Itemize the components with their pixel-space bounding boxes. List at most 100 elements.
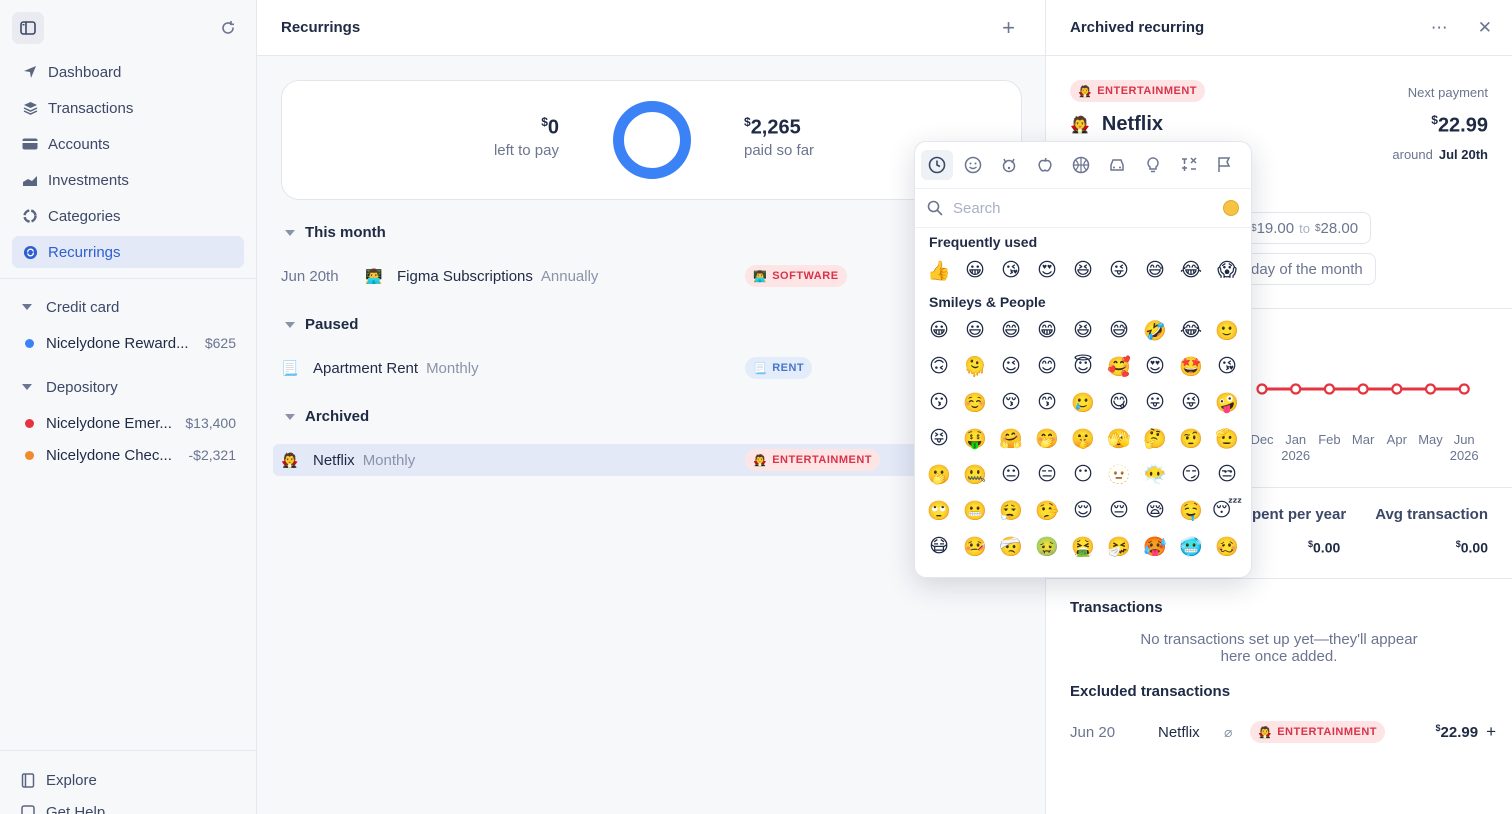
smileys-emoji[interactable]: 😑 <box>1037 463 1057 485</box>
smileys-emoji[interactable]: 😔 <box>1109 499 1129 521</box>
smileys-emoji[interactable]: 😶 <box>1073 463 1093 485</box>
smileys-emoji[interactable]: 🫡 <box>1215 427 1239 450</box>
frequently_used-emoji[interactable]: 😅 <box>1145 259 1165 281</box>
amount-range[interactable]: $19.00 to $28.00 <box>1238 212 1372 244</box>
car-icon[interactable] <box>1101 150 1133 180</box>
smileys-emoji[interactable]: 😮‍💨 <box>999 499 1023 522</box>
recurring-row-rent[interactable]: 📃 Apartment Rent Monthly <box>273 352 1022 384</box>
smileys-emoji[interactable]: 🥶 <box>1179 535 1203 558</box>
recurring-row-netflix[interactable]: 🧛 Netflix Monthly <box>273 444 1022 476</box>
smileys-emoji[interactable]: 🙂 <box>1215 319 1239 342</box>
smileys-emoji[interactable]: 🙃 <box>929 355 949 377</box>
account-item[interactable]: Nicelydone Reward... $625 <box>0 327 256 359</box>
smileys-emoji[interactable]: 🤧 <box>1107 535 1131 558</box>
smileys-emoji[interactable]: 😷 <box>929 535 949 557</box>
add-icon[interactable]: + <box>1002 14 1015 40</box>
nav-transactions[interactable]: Transactions <box>12 92 244 124</box>
smileys-emoji[interactable]: 🤢 <box>1035 535 1059 558</box>
smileys-emoji[interactable]: 😄 <box>1001 319 1021 341</box>
smileys-emoji[interactable]: 🫥 <box>1107 463 1131 486</box>
smileys-emoji[interactable]: 😐 <box>1001 463 1021 485</box>
smileys-emoji[interactable]: 🤑 <box>963 427 987 450</box>
smileys-emoji[interactable]: 😃 <box>965 319 985 341</box>
smileys-emoji[interactable]: 🥲 <box>1071 391 1095 414</box>
nav-explore[interactable]: Explore <box>20 767 236 793</box>
smileys-emoji[interactable]: 🥵 <box>1143 535 1167 558</box>
smileys-emoji[interactable]: 🤒 <box>963 535 987 558</box>
smileys-emoji[interactable]: 😒 <box>1217 463 1237 485</box>
smileys-emoji[interactable]: 🤩 <box>1179 355 1203 378</box>
sidebar-toggle-button[interactable] <box>12 12 44 44</box>
flag-icon[interactable] <box>1209 150 1241 180</box>
smileys-emoji[interactable]: 🤮 <box>1071 535 1095 558</box>
smileys-emoji[interactable]: 😪 <box>1145 499 1165 521</box>
smileys-emoji[interactable]: 😅 <box>1109 319 1129 341</box>
day-of-month[interactable]: day of the month <box>1238 253 1376 285</box>
section-archived[interactable]: Archived <box>285 408 369 425</box>
smileys-emoji[interactable]: 😏 <box>1181 463 1201 485</box>
nav-categories[interactable]: Categories <box>12 200 244 232</box>
smileys-emoji[interactable]: 😁 <box>1037 319 1057 341</box>
smileys-emoji[interactable]: 🫠 <box>963 355 987 378</box>
symbols-icon[interactable] <box>1173 150 1205 180</box>
group-credit-card[interactable]: Credit card <box>0 291 256 323</box>
smileys-emoji[interactable]: 🙄 <box>927 499 951 522</box>
smileys-emoji[interactable]: 🫢 <box>927 463 951 486</box>
frequently_used-emoji[interactable]: 😘 <box>1001 259 1021 281</box>
smileys-emoji[interactable]: 🤪 <box>1215 391 1239 414</box>
smileys-emoji[interactable]: 🤔 <box>1143 427 1167 450</box>
group-depository[interactable]: Depository <box>0 371 256 403</box>
smileys-emoji[interactable]: 😂 <box>1179 319 1203 341</box>
frequently_used-emoji[interactable]: 😜 <box>1109 259 1129 281</box>
smileys-emoji[interactable]: 😌 <box>1073 499 1093 521</box>
clock-icon[interactable] <box>921 150 953 180</box>
skin-tone-button[interactable] <box>1223 200 1239 216</box>
smileys-emoji[interactable]: 🤫 <box>1071 427 1095 450</box>
close-icon[interactable]: ✕ <box>1477 17 1492 37</box>
smileys-emoji[interactable]: 😛 <box>1145 391 1165 413</box>
frequently_used-emoji[interactable]: 😍 <box>1037 259 1057 281</box>
frequently_used-emoji[interactable]: 😱 <box>1217 259 1237 281</box>
frequently_used-emoji[interactable]: 😂 <box>1179 259 1203 281</box>
smileys-emoji[interactable]: 🤐 <box>963 463 987 486</box>
frequently_used-emoji[interactable]: 😀 <box>965 259 985 281</box>
nav-recurrings[interactable]: Recurrings <box>12 236 244 268</box>
smileys-emoji[interactable]: 😆 <box>1073 319 1093 341</box>
smileys-emoji[interactable]: 😶‍🌫️ <box>1143 463 1167 486</box>
smileys-emoji[interactable]: 🤤 <box>1179 499 1203 522</box>
smileys-emoji[interactable]: ☺️ <box>963 391 987 414</box>
smileys-emoji[interactable]: 🥴 <box>1215 535 1239 558</box>
smileys-emoji[interactable]: 🫣 <box>1107 427 1131 450</box>
attachment-icon[interactable]: ⌀ <box>1224 723 1233 740</box>
smileys-emoji[interactable]: 😇 <box>1073 355 1093 377</box>
smileys-emoji[interactable]: 😀 <box>929 319 949 341</box>
smileys-emoji[interactable]: 😬 <box>963 499 987 522</box>
smileys-emoji[interactable]: 😚 <box>1001 391 1021 413</box>
recurring-row-figma[interactable]: Jun 20th 👨‍💻 Figma Subscriptions Annuall… <box>273 260 1022 292</box>
ball-icon[interactable] <box>1065 150 1097 180</box>
smileys-emoji[interactable]: 😘 <box>1217 355 1237 377</box>
smileys-emoji[interactable]: 🤭 <box>1035 427 1059 450</box>
nav-investments[interactable]: Investments <box>12 164 244 196</box>
smileys-emoji[interactable]: 🥰 <box>1107 355 1131 378</box>
smileys-emoji[interactable]: 🤗 <box>999 427 1023 450</box>
smileys-emoji[interactable]: 😉 <box>1001 355 1021 377</box>
smileys-emoji[interactable]: 😊 <box>1037 355 1057 377</box>
nav-accounts[interactable]: Accounts <box>12 128 244 160</box>
nav-dashboard[interactable]: Dashboard <box>12 56 244 88</box>
account-item[interactable]: Nicelydone Emer... $13,400 <box>0 407 256 439</box>
frequently_used-emoji[interactable]: 👍 <box>927 259 951 282</box>
food-icon[interactable] <box>1029 150 1061 180</box>
excluded-row[interactable]: Jun 20 Netflix ⌀ 🧛 ENTERTAINMENT $22.99 … <box>1070 720 1496 744</box>
section-this-month[interactable]: This month <box>285 224 386 241</box>
smileys-emoji[interactable]: 😙 <box>1037 391 1057 413</box>
bulb-icon[interactable] <box>1137 150 1169 180</box>
smiley-icon[interactable] <box>957 150 989 180</box>
nav-get-help[interactable]: Get Help <box>20 799 236 814</box>
animal-icon[interactable] <box>993 150 1025 180</box>
refresh-icon[interactable] <box>220 20 236 36</box>
account-item[interactable]: Nicelydone Chec... -$2,321 <box>0 439 256 471</box>
emoji-search-input[interactable] <box>953 199 1223 217</box>
frequently_used-emoji[interactable]: 😆 <box>1073 259 1093 281</box>
include-button[interactable]: + <box>1486 722 1496 741</box>
